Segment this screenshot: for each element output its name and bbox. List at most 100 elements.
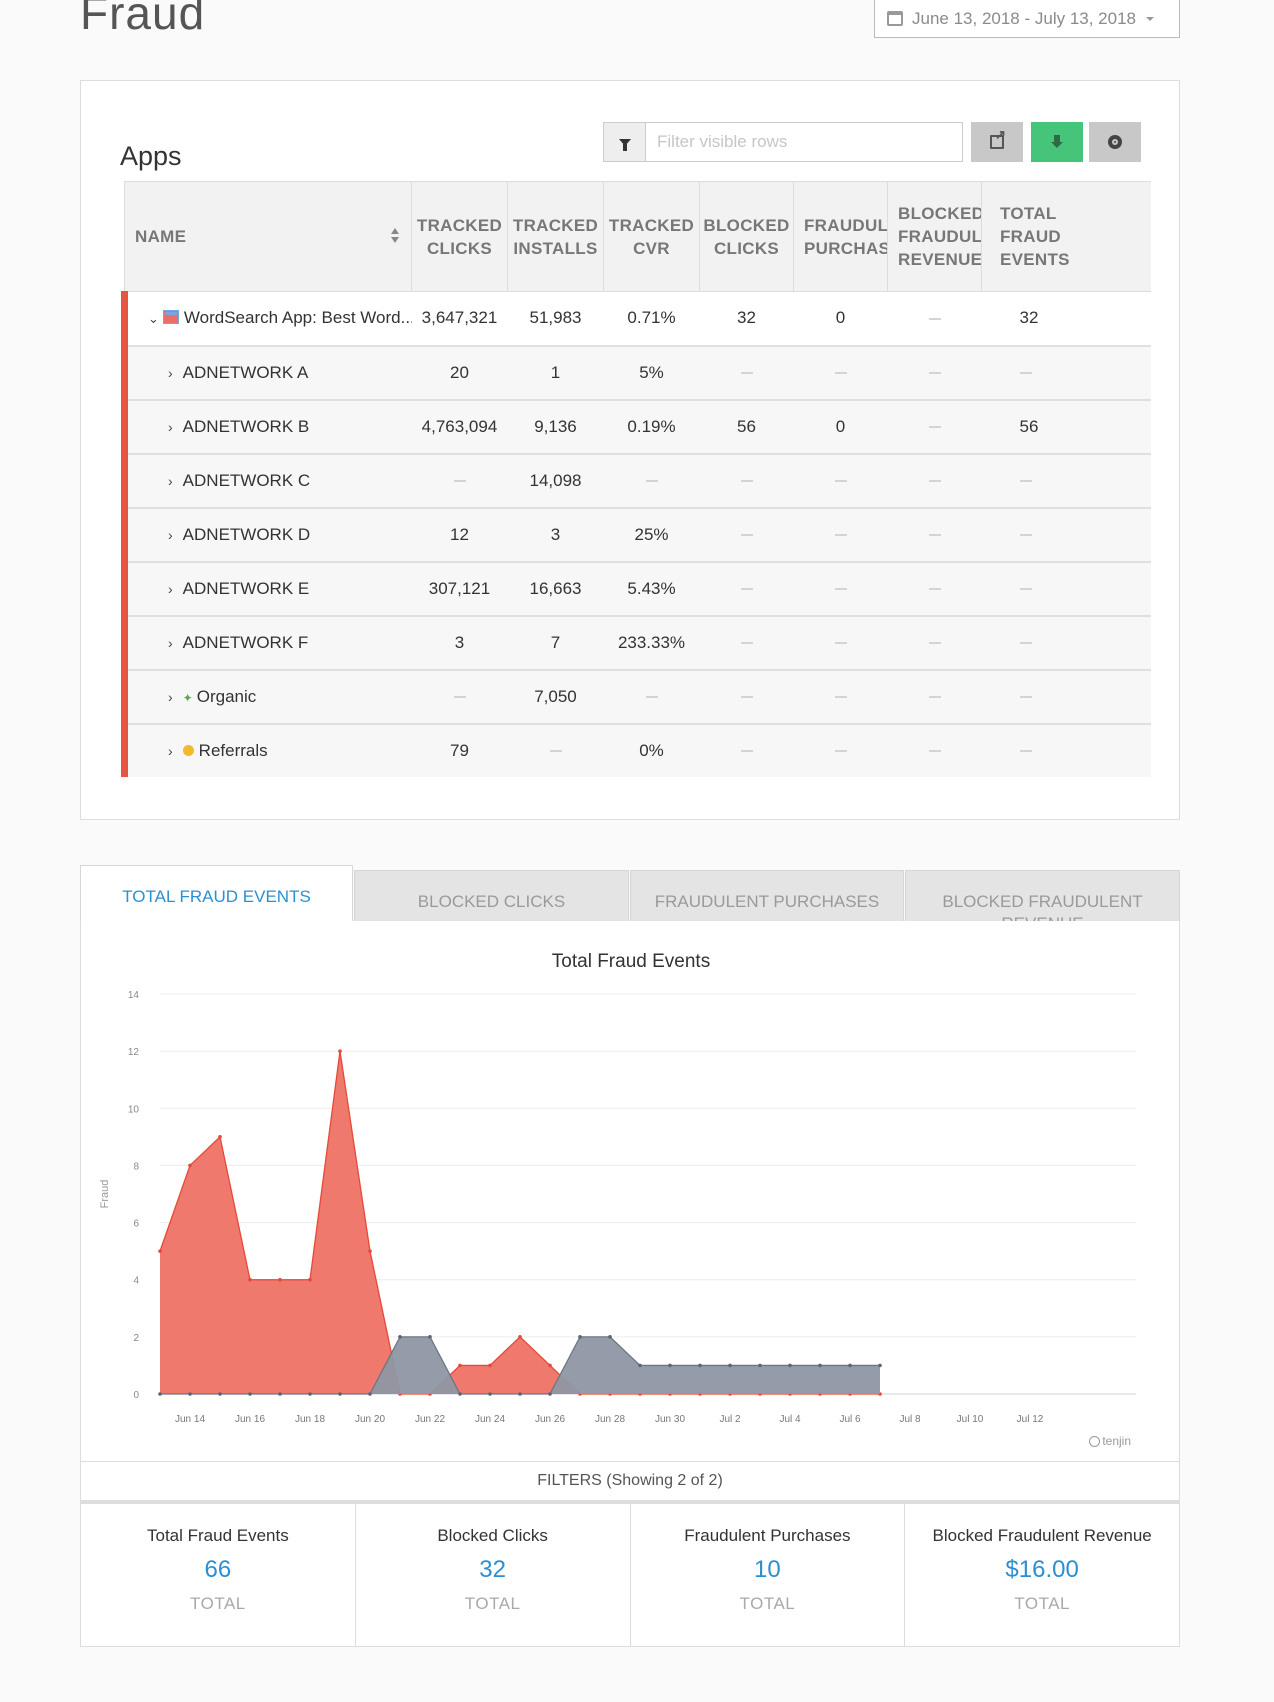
- y-axis-label: Fraud: [99, 1180, 111, 1209]
- tab-blocked-fraudulent-revenue[interactable]: BLOCKED FRAUDULENT REVENUE: [905, 870, 1180, 923]
- table-row[interactable]: › ✦Organic — 7,050 — — — — —: [121, 669, 1151, 725]
- table-cell: —: [887, 507, 982, 563]
- data-point: [638, 1363, 642, 1368]
- empty-dash: —: [834, 372, 847, 375]
- empty-dash: —: [453, 480, 466, 483]
- data-point: [458, 1363, 462, 1368]
- empty-dash: —: [740, 750, 753, 753]
- table-cell: 3: [411, 615, 508, 671]
- apps-title: Apps: [120, 141, 182, 171]
- column-header-tracked-clicks[interactable]: TRACKED CLICKS: [411, 181, 508, 292]
- column-header-tracked-installs[interactable]: TRACKED INSTALLS: [507, 181, 604, 292]
- empty-dash: —: [834, 696, 847, 699]
- table-cell: 0: [793, 291, 888, 347]
- fraudulent-purchases-box: Fraudulent Purchases 10 TOTAL: [631, 1504, 906, 1646]
- empty-dash: —: [1019, 480, 1032, 483]
- filter-rows-input[interactable]: [646, 123, 962, 161]
- row-name-cell[interactable]: › ADNETWORK B: [121, 399, 412, 455]
- table-cell: 0.19%: [603, 399, 700, 455]
- chevron-right-icon[interactable]: ›: [168, 526, 173, 543]
- chevron-right-icon[interactable]: ›: [168, 742, 173, 759]
- data-point: [608, 1335, 612, 1339]
- total-value: $16.00: [1005, 1556, 1079, 1583]
- table-row[interactable]: › Referrals 79 — 0% — — — —: [121, 723, 1151, 777]
- empty-dash: —: [928, 696, 941, 699]
- row-name-cell[interactable]: › Referrals: [121, 723, 412, 777]
- row-name-cell[interactable]: › ADNETWORK A: [121, 345, 412, 401]
- download-button[interactable]: [1031, 122, 1083, 162]
- table-cell: —: [793, 345, 888, 401]
- x-tick-label: Jun 26: [535, 1414, 565, 1425]
- row-name-cell[interactable]: › ✦ Organic: [121, 669, 412, 725]
- chevron-right-icon[interactable]: ›: [168, 688, 173, 705]
- column-header-total-fraud-events[interactable]: TOTAL FRAUD EVENTS: [981, 181, 1151, 292]
- data-point: [278, 1392, 282, 1396]
- chevron-right-icon[interactable]: ›: [168, 472, 173, 489]
- empty-dash: —: [740, 696, 753, 699]
- column-header-name[interactable]: NAME: [124, 181, 412, 292]
- open-external-button[interactable]: [971, 122, 1023, 162]
- empty-dash: —: [740, 372, 753, 375]
- empty-dash: —: [1019, 750, 1032, 753]
- tab-total-fraud-events[interactable]: TOTAL FRAUD EVENTS: [80, 865, 353, 923]
- app-name-cell[interactable]: ⌄WordSearch App: Best Word...●: [121, 291, 412, 347]
- chevron-down-icon[interactable]: ⌄: [148, 311, 159, 327]
- chart-card: TOTAL FRAUD EVENTS BLOCKED CLICKS FRAUDU…: [80, 865, 1180, 1680]
- row-name-cell[interactable]: › ADNETWORK D: [121, 507, 412, 563]
- chart-area: Total Fraud Events 0 2 4 6 8 10 12 14 Fraud Jun 1…: [80, 921, 1180, 1461]
- tab-blocked-clicks[interactable]: BLOCKED CLICKS: [354, 870, 629, 923]
- table-cell: 56: [699, 399, 794, 455]
- row-name-cell[interactable]: › ADNETWORK C: [121, 453, 412, 509]
- table-cell: —: [699, 345, 794, 401]
- table-cell: —: [793, 507, 888, 563]
- column-header-blocked-clicks[interactable]: BLOCKED CLICKS: [699, 181, 794, 292]
- y-tick-label: 14: [128, 990, 140, 1001]
- settings-button[interactable]: [1089, 122, 1141, 162]
- table-cell: 7: [507, 615, 604, 671]
- y-tick-label: 10: [128, 1104, 140, 1115]
- column-header-tracked-cvr[interactable]: TRACKED CVR: [603, 181, 700, 292]
- data-point: [758, 1363, 762, 1368]
- table-cell: 16,663: [507, 561, 604, 617]
- filter-button[interactable]: [604, 123, 646, 161]
- table-cell: 1: [507, 345, 604, 401]
- column-header-blocked-fraudulent-revenue[interactable]: BLOCKEDFRAUDULEREVENUE: [887, 181, 982, 292]
- table-cell: —: [887, 291, 982, 347]
- table-row[interactable]: › ADNETWORK C — 14,098 — — — — —: [121, 453, 1151, 509]
- data-point: [218, 1392, 222, 1396]
- chevron-right-icon[interactable]: ›: [168, 634, 173, 651]
- chevron-right-icon[interactable]: ›: [168, 364, 173, 381]
- row-name: ADNETWORK B: [182, 416, 310, 436]
- empty-dash: —: [928, 317, 941, 320]
- x-tick-label: Jun 22: [415, 1414, 445, 1425]
- data-point: [368, 1392, 372, 1396]
- chevron-right-icon[interactable]: ›: [168, 418, 173, 435]
- table-cell: 5%: [603, 345, 700, 401]
- row-name-cell[interactable]: › ADNETWORK E: [121, 561, 412, 617]
- filters-bar[interactable]: FILTERS (Showing 2 of 2): [80, 1461, 1180, 1501]
- chevron-right-icon[interactable]: ›: [168, 580, 173, 597]
- column-header-fraudulent-purchases[interactable]: FRAUDULEPURCHASE: [793, 181, 888, 292]
- row-name: Referrals: [198, 740, 268, 760]
- data-point: [188, 1163, 192, 1168]
- table-header-row: NAME TRACKED CLICKS TRACKED INSTALLS TRACK…: [124, 181, 1151, 292]
- empty-dash: —: [834, 588, 847, 591]
- empty-dash: —: [928, 588, 941, 591]
- empty-dash: —: [1019, 372, 1032, 375]
- date-range-picker[interactable]: June 13, 2018 - July 13, 2018: [874, 0, 1180, 38]
- table-cell: 79: [411, 723, 508, 777]
- empty-dash: —: [1019, 642, 1032, 645]
- tab-fraudulent-purchases[interactable]: FRAUDULENT PURCHASES: [630, 870, 904, 923]
- sort-icon[interactable]: [391, 228, 399, 244]
- total-label: Total Fraud Events: [147, 1526, 289, 1545]
- row-name-cell[interactable]: › ADNETWORK F: [121, 615, 412, 671]
- leaf-icon: ✦: [182, 690, 193, 705]
- total-sub: TOTAL: [464, 1594, 521, 1613]
- caret-down-icon: [1146, 16, 1154, 21]
- app-row[interactable]: ⌄WordSearch App: Best Word...● 3,647,321…: [121, 291, 1151, 347]
